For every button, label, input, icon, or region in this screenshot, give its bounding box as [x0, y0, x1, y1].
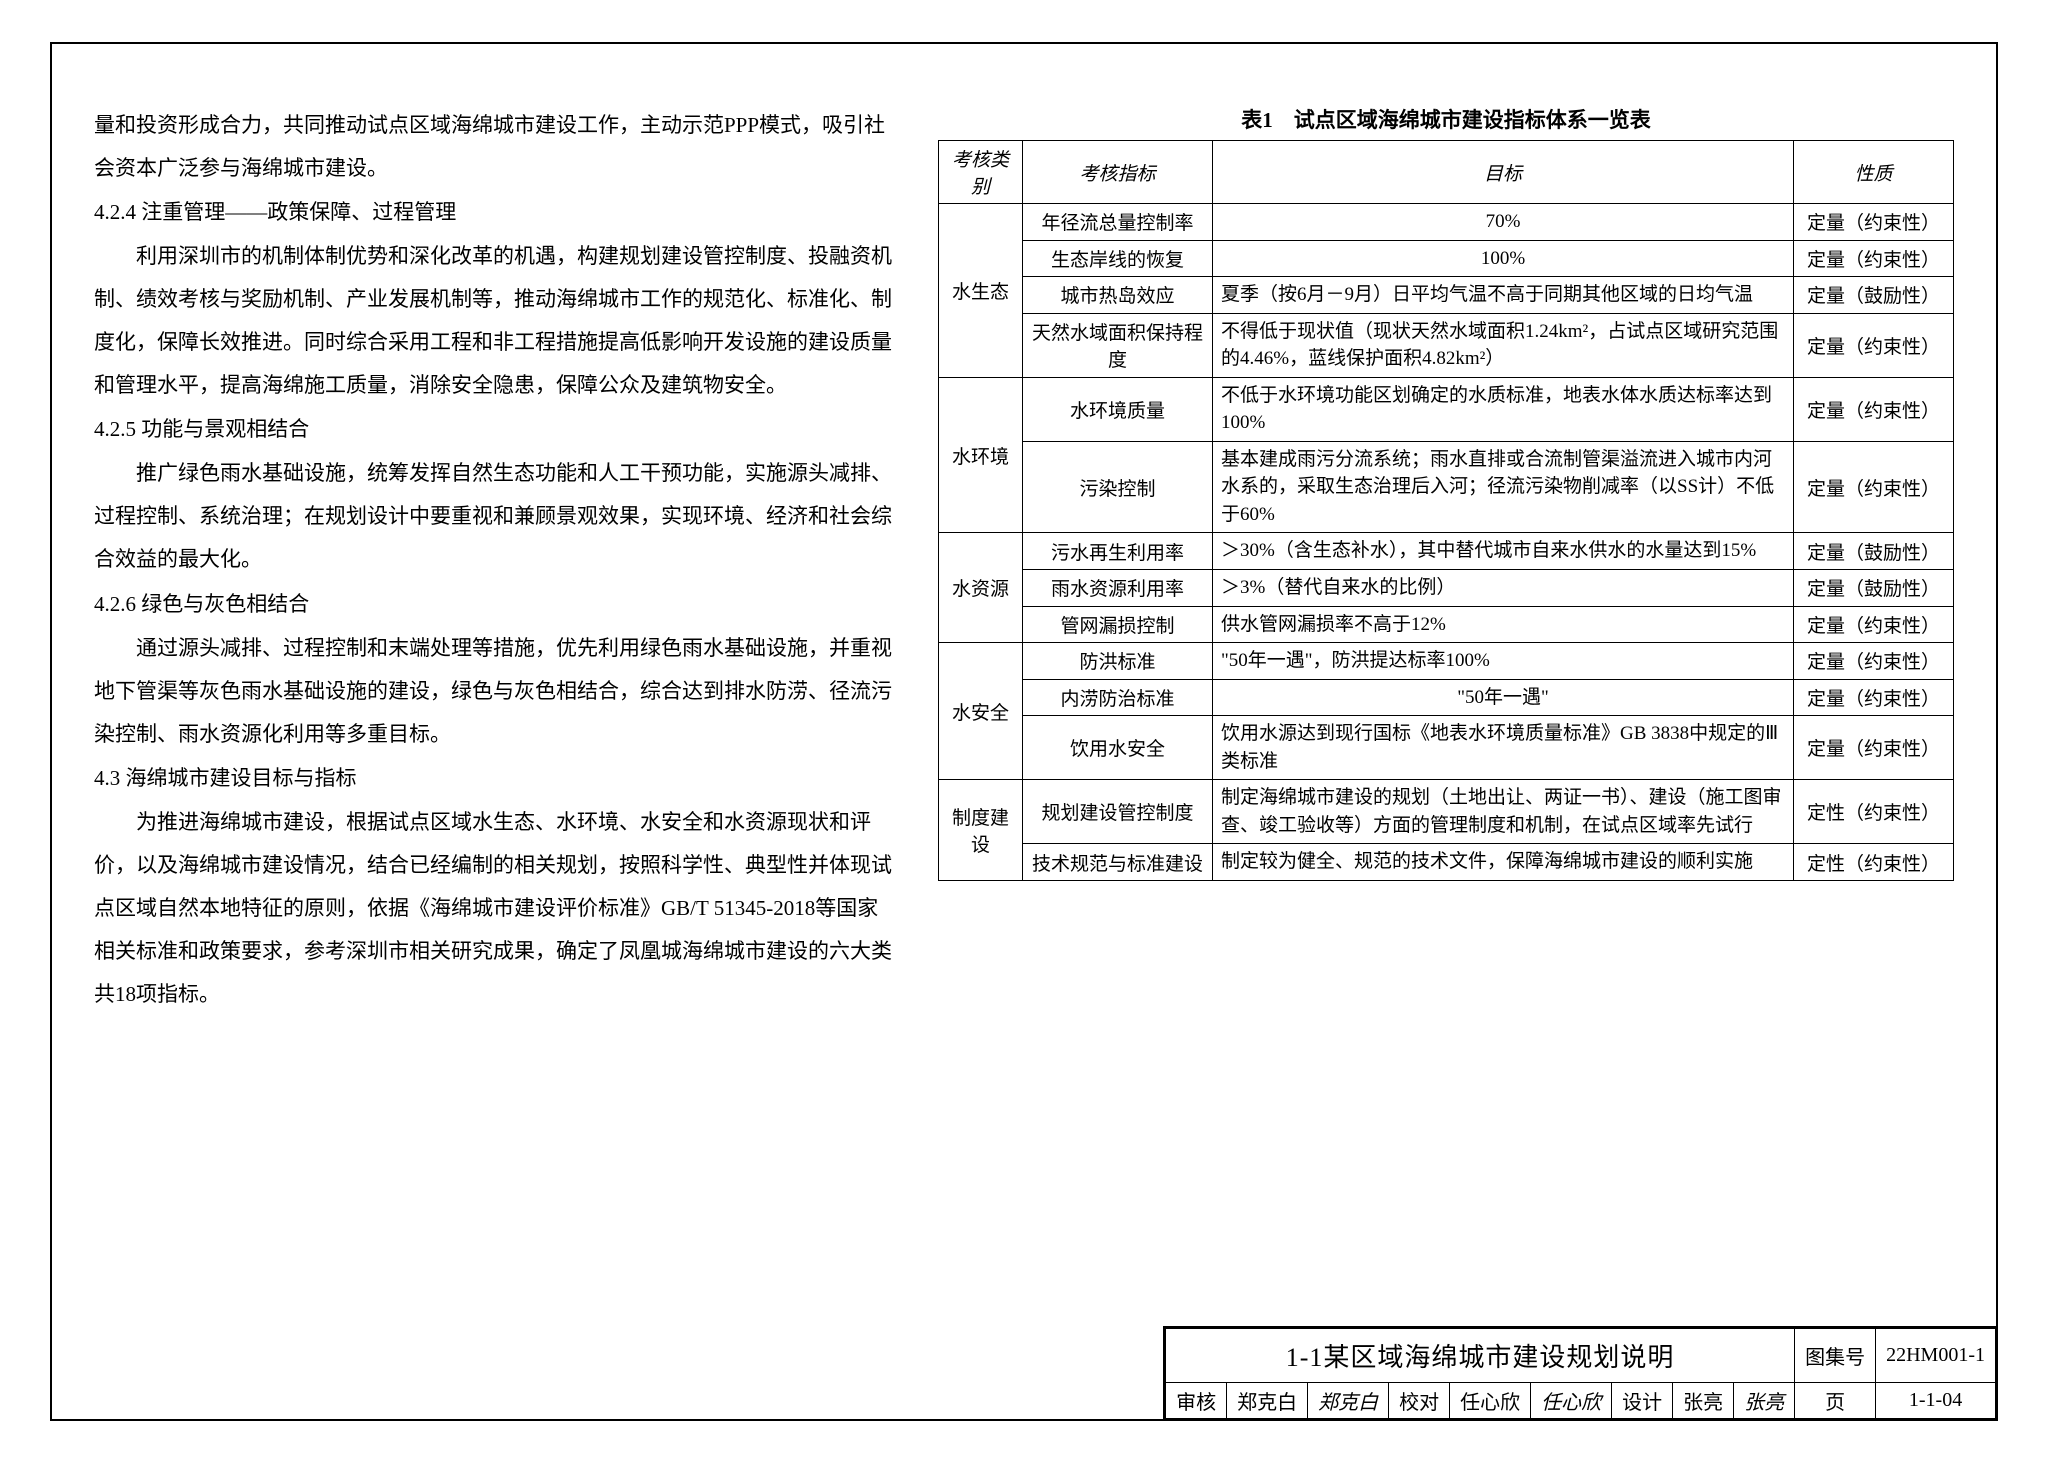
- cell-category: 水安全: [939, 643, 1023, 780]
- table-title: 表1 试点区域海绵城市建设指标体系一览表: [938, 104, 1954, 134]
- heading-426: 4.2.6 绿色与灰色相结合: [94, 583, 894, 626]
- page-no: 1-1-04: [1876, 1383, 1996, 1419]
- cell-indicator: 水环境质量: [1023, 377, 1213, 441]
- para-intro: 量和投资形成合力，共同推动试点区域海绵城市建设工作，主动示范PPP模式，吸引社会…: [94, 104, 894, 190]
- table-row: 天然水域面积保持程度不得低于现状值（现状天然水域面积1.24km²，占试点区域研…: [939, 313, 1954, 377]
- cell-nature: 定量（约束性）: [1794, 643, 1954, 680]
- cell-nature: 定量（鼓励性）: [1794, 277, 1954, 314]
- page-label: 页: [1795, 1383, 1876, 1419]
- table-row: 水环境水环境质量不低于水环境功能区划确定的水质标准，地表水体水质达标率达到100…: [939, 377, 1954, 441]
- heading-43: 4.3 海绵城市建设目标与指标: [94, 757, 894, 800]
- cell-nature: 定量（约束性）: [1794, 204, 1954, 241]
- cell-indicator: 天然水域面积保持程度: [1023, 313, 1213, 377]
- cell-goal: 不低于水环境功能区划确定的水质标准，地表水体水质达标率达到100%: [1213, 377, 1794, 441]
- cell-goal: 基本建成雨污分流系统；雨水直排或合流制管渠溢流进入城市内河水系的，采取生态治理后…: [1213, 441, 1794, 533]
- table-row: 技术规范与标准建设制定较为健全、规范的技术文件，保障海绵城市建设的顺利实施定性（…: [939, 844, 1954, 881]
- cell-indicator: 内涝防治标准: [1023, 679, 1213, 716]
- cell-nature: 定性（约束性）: [1794, 844, 1954, 881]
- cell-nature: 定量（约束性）: [1794, 240, 1954, 277]
- cell-goal: 夏季（按6月－9月）日平均气温不高于同期其他区域的日均气温: [1213, 277, 1794, 314]
- content-area: 量和投资形成合力，共同推动试点区域海绵城市建设工作，主动示范PPP模式，吸引社会…: [94, 104, 1954, 1309]
- cell-goal: ＞3%（替代自来水的比例）: [1213, 570, 1794, 607]
- check-sig: 任心欣: [1531, 1383, 1612, 1419]
- cell-goal: 制定较为健全、规范的技术文件，保障海绵城市建设的顺利实施: [1213, 844, 1794, 881]
- cell-nature: 定量（约束性）: [1794, 441, 1954, 533]
- table-row: 污染控制基本建成雨污分流系统；雨水直排或合流制管渠溢流进入城市内河水系的，采取生…: [939, 441, 1954, 533]
- cell-indicator: 污水再生利用率: [1023, 533, 1213, 570]
- para-43: 为推进海绵城市建设，根据试点区域水生态、水环境、水安全和水资源现状和评价，以及海…: [94, 801, 894, 1016]
- cell-nature: 定量（鼓励性）: [1794, 533, 1954, 570]
- table-row: 生态岸线的恢复100%定量（约束性）: [939, 240, 1954, 277]
- cell-goal: 供水管网漏损率不高于12%: [1213, 606, 1794, 643]
- cell-indicator: 污染控制: [1023, 441, 1213, 533]
- cell-category: 水资源: [939, 533, 1023, 643]
- cell-goal: 制定海绵城市建设的规划（土地出让、两证一书）、建设（施工图审查、竣工验收等）方面…: [1213, 780, 1794, 844]
- cell-category: 水生态: [939, 204, 1023, 378]
- cell-nature: 定量（约束性）: [1794, 716, 1954, 780]
- check-name: 任心欣: [1450, 1383, 1531, 1419]
- right-table-column: 表1 试点区域海绵城市建设指标体系一览表 考核类别 考核指标 目标 性质 水生态…: [938, 104, 1954, 1309]
- cell-indicator: 规划建设管控制度: [1023, 780, 1213, 844]
- cell-goal: 70%: [1213, 204, 1794, 241]
- table-header-row: 考核类别 考核指标 目标 性质: [939, 141, 1954, 204]
- cell-indicator: 技术规范与标准建设: [1023, 844, 1213, 881]
- cell-goal: 不得低于现状值（现状天然水域面积1.24km²，占试点区域研究范围的4.46%，…: [1213, 313, 1794, 377]
- cell-indicator: 生态岸线的恢复: [1023, 240, 1213, 277]
- indicator-table: 考核类别 考核指标 目标 性质 水生态年径流总量控制率70%定量（约束性）生态岸…: [938, 140, 1954, 881]
- design-sig: 张亮: [1734, 1383, 1795, 1419]
- drawing-title: 1-1某区域海绵城市建设规划说明: [1166, 1329, 1795, 1383]
- table-row: 水资源污水再生利用率＞30%（含生态补水），其中替代城市自来水供水的水量达到15…: [939, 533, 1954, 570]
- cell-indicator: 年径流总量控制率: [1023, 204, 1213, 241]
- cell-goal: "50年一遇": [1213, 679, 1794, 716]
- page-frame: 量和投资形成合力，共同推动试点区域海绵城市建设工作，主动示范PPP模式，吸引社会…: [50, 42, 1998, 1421]
- atlas-label: 图集号: [1795, 1329, 1876, 1383]
- para-426: 通过源头减排、过程控制和末端处理等措施，优先利用绿色雨水基础设施，并重视地下管渠…: [94, 627, 894, 756]
- cell-category: 水环境: [939, 377, 1023, 533]
- table-row: 内涝防治标准"50年一遇"定量（约束性）: [939, 679, 1954, 716]
- atlas-no: 22HM001-1: [1876, 1329, 1996, 1383]
- table-row: 管网漏损控制供水管网漏损率不高于12%定量（约束性）: [939, 606, 1954, 643]
- cell-indicator: 雨水资源利用率: [1023, 570, 1213, 607]
- cell-goal: "50年一遇"，防洪提达标率100%: [1213, 643, 1794, 680]
- review-sig: 郑克白: [1308, 1383, 1389, 1419]
- cell-nature: 定量（约束性）: [1794, 606, 1954, 643]
- cell-goal: ＞30%（含生态补水），其中替代城市自来水供水的水量达到15%: [1213, 533, 1794, 570]
- cell-indicator: 防洪标准: [1023, 643, 1213, 680]
- check-label: 校对: [1389, 1383, 1450, 1419]
- table-row: 水安全防洪标准"50年一遇"，防洪提达标率100%定量（约束性）: [939, 643, 1954, 680]
- th-nature: 性质: [1794, 141, 1954, 204]
- table-row: 饮用水安全饮用水源达到现行国标《地表水环境质量标准》GB 3838中规定的Ⅲ类标…: [939, 716, 1954, 780]
- table-row: 水生态年径流总量控制率70%定量（约束性）: [939, 204, 1954, 241]
- cell-nature: 定量（鼓励性）: [1794, 570, 1954, 607]
- table-row: 制度建设规划建设管控制度制定海绵城市建设的规划（土地出让、两证一书）、建设（施工…: [939, 780, 1954, 844]
- table-row: 雨水资源利用率＞3%（替代自来水的比例）定量（鼓励性）: [939, 570, 1954, 607]
- design-label: 设计: [1612, 1383, 1673, 1419]
- review-name: 郑克白: [1227, 1383, 1308, 1419]
- heading-424: 4.2.4 注重管理——政策保障、过程管理: [94, 191, 894, 234]
- cell-nature: 定量（约束性）: [1794, 313, 1954, 377]
- th-indicator: 考核指标: [1023, 141, 1213, 204]
- heading-425: 4.2.5 功能与景观相结合: [94, 408, 894, 451]
- cell-goal: 饮用水源达到现行国标《地表水环境质量标准》GB 3838中规定的Ⅲ类标准: [1213, 716, 1794, 780]
- title-block: 1-1某区域海绵城市建设规划说明 图集号 22HM001-1 审核 郑克白 郑克…: [1163, 1326, 1998, 1421]
- cell-nature: 定量（约束性）: [1794, 377, 1954, 441]
- left-text-column: 量和投资形成合力，共同推动试点区域海绵城市建设工作，主动示范PPP模式，吸引社会…: [94, 104, 894, 1309]
- cell-indicator: 城市热岛效应: [1023, 277, 1213, 314]
- cell-nature: 定性（约束性）: [1794, 780, 1954, 844]
- para-424: 利用深圳市的机制体制优势和深化改革的机遇，构建规划建设管控制度、投融资机制、绩效…: [94, 235, 894, 407]
- cell-indicator: 管网漏损控制: [1023, 606, 1213, 643]
- th-goal: 目标: [1213, 141, 1794, 204]
- th-category: 考核类别: [939, 141, 1023, 204]
- cell-indicator: 饮用水安全: [1023, 716, 1213, 780]
- cell-nature: 定量（约束性）: [1794, 679, 1954, 716]
- cell-category: 制度建设: [939, 780, 1023, 881]
- cell-goal: 100%: [1213, 240, 1794, 277]
- para-425: 推广绿色雨水基础设施，统筹发挥自然生态功能和人工干预功能，实施源头减排、过程控制…: [94, 452, 894, 581]
- table-row: 城市热岛效应夏季（按6月－9月）日平均气温不高于同期其他区域的日均气温定量（鼓励…: [939, 277, 1954, 314]
- design-name: 张亮: [1673, 1383, 1734, 1419]
- review-label: 审核: [1166, 1383, 1227, 1419]
